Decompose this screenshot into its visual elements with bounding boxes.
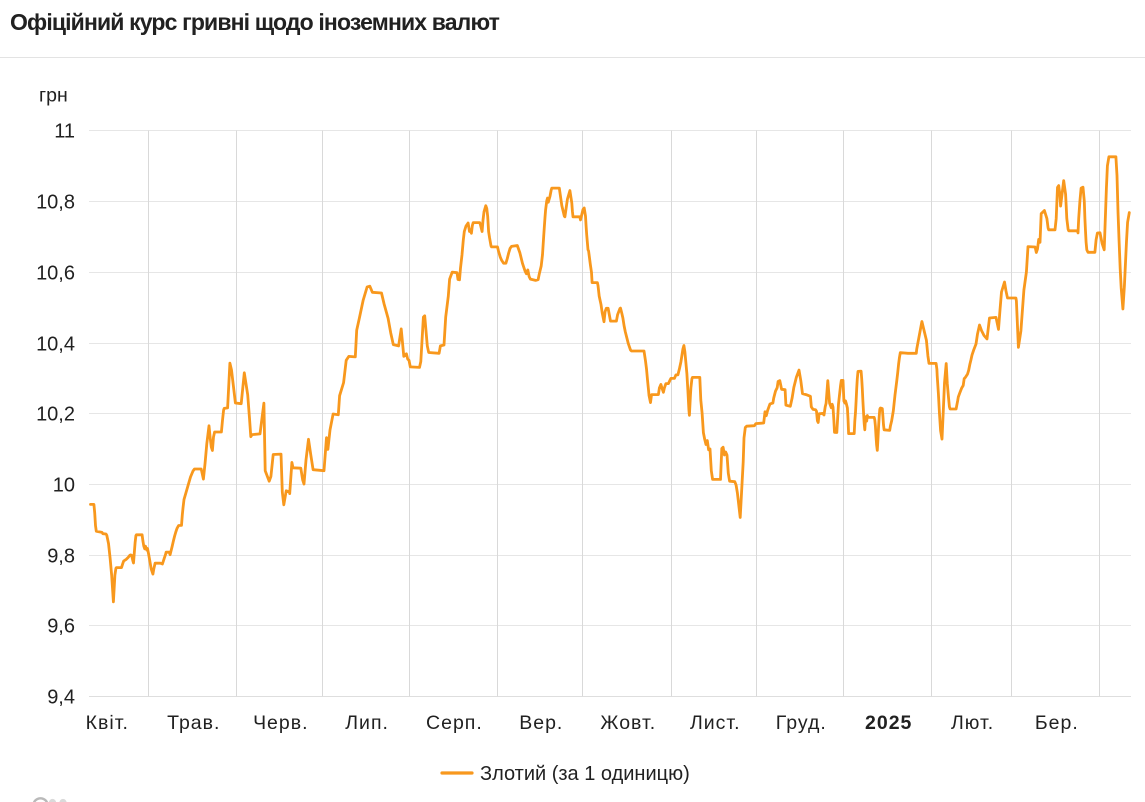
svg-text:10: 10 bbox=[53, 475, 75, 497]
svg-text:Офіційний курс гривні щодо іно: Офіційний курс гривні щодо іноземних вал… bbox=[10, 9, 500, 35]
svg-text:Серп.: Серп. bbox=[426, 712, 483, 734]
svg-text:Груд.: Груд. bbox=[776, 712, 827, 734]
svg-text:10,2: 10,2 bbox=[36, 404, 75, 426]
svg-text:Квіт.: Квіт. bbox=[86, 712, 129, 734]
svg-text:Черв.: Черв. bbox=[253, 712, 308, 734]
svg-text:11: 11 bbox=[54, 121, 75, 143]
svg-text:10,4: 10,4 bbox=[36, 334, 75, 356]
svg-text:Вер.: Вер. bbox=[519, 712, 563, 734]
svg-text:Жовт.: Жовт. bbox=[600, 712, 656, 734]
svg-text:грн: грн bbox=[39, 85, 68, 107]
svg-text:2025: 2025 bbox=[865, 712, 912, 734]
svg-text:Лют.: Лют. bbox=[951, 712, 994, 734]
svg-text:9,4: 9,4 bbox=[47, 687, 75, 709]
svg-text:10,8: 10,8 bbox=[36, 192, 75, 214]
svg-text:9,8: 9,8 bbox=[47, 546, 75, 568]
svg-text:10,6: 10,6 bbox=[36, 263, 75, 285]
svg-text:Трав.: Трав. bbox=[167, 712, 220, 734]
svg-text:Лист.: Лист. bbox=[690, 712, 741, 734]
svg-text:Злотий (за 1 одиницю): Злотий (за 1 одиницю) bbox=[480, 763, 690, 785]
svg-text:Бер.: Бер. bbox=[1035, 712, 1079, 734]
svg-text:Лип.: Лип. bbox=[345, 712, 389, 734]
svg-text:9,6: 9,6 bbox=[47, 616, 75, 638]
